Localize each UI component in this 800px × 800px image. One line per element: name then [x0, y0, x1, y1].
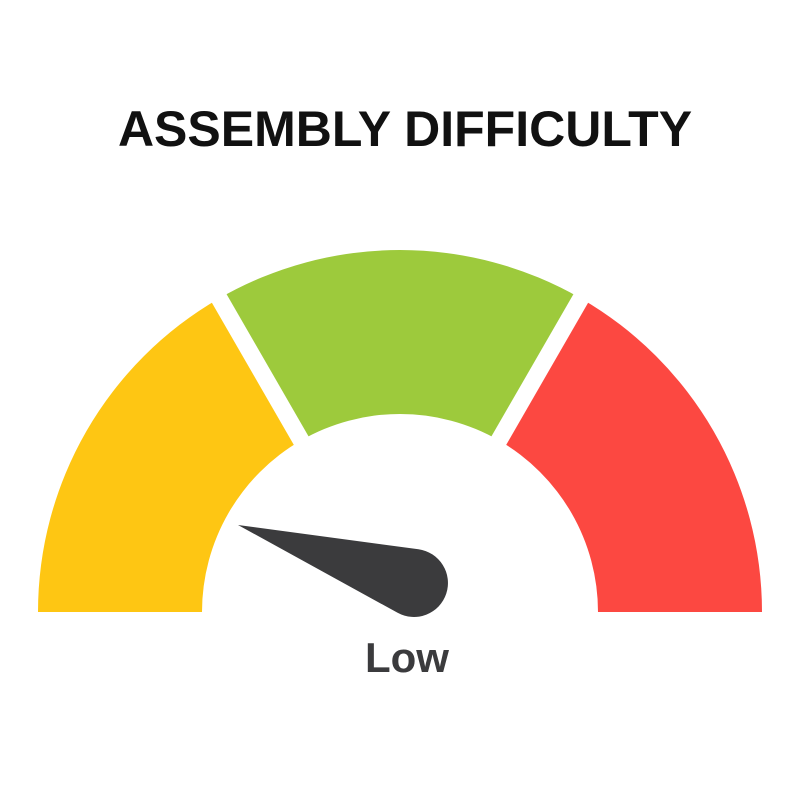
gauge-segment-red-high: [499, 298, 762, 612]
gauge-needle-icon: [238, 525, 448, 617]
needle-value-label: Low: [365, 634, 449, 681]
gauge-segment-yellow-low: [38, 298, 301, 612]
gauge-segment-green-medium: [219, 250, 581, 441]
page-title: ASSEMBLY DIFFICULTY: [117, 101, 693, 157]
